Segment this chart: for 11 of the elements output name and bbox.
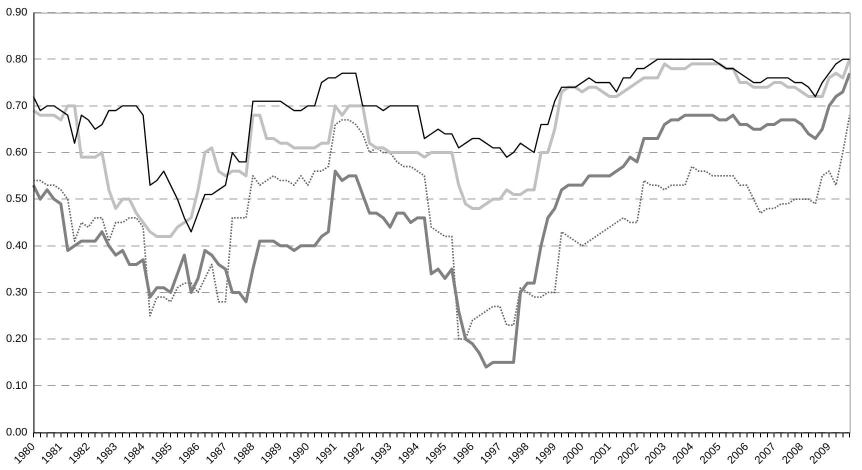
y-tick-label: 0.50 <box>6 193 28 206</box>
y-tick-label: 0.40 <box>6 240 28 252</box>
y-tick-label: 0.90 <box>6 6 28 19</box>
y-tick-label: 0.70 <box>6 100 28 112</box>
y-tick-label: 0.00 <box>6 426 28 438</box>
y-tick-label: 0.20 <box>6 333 28 346</box>
y-tick-label: 0.10 <box>6 380 28 392</box>
y-tick-label: 0.60 <box>6 146 28 159</box>
y-tick-label: 0.30 <box>6 286 28 298</box>
y-tick-label: 0.80 <box>6 53 28 66</box>
line-series <box>32 114 850 340</box>
